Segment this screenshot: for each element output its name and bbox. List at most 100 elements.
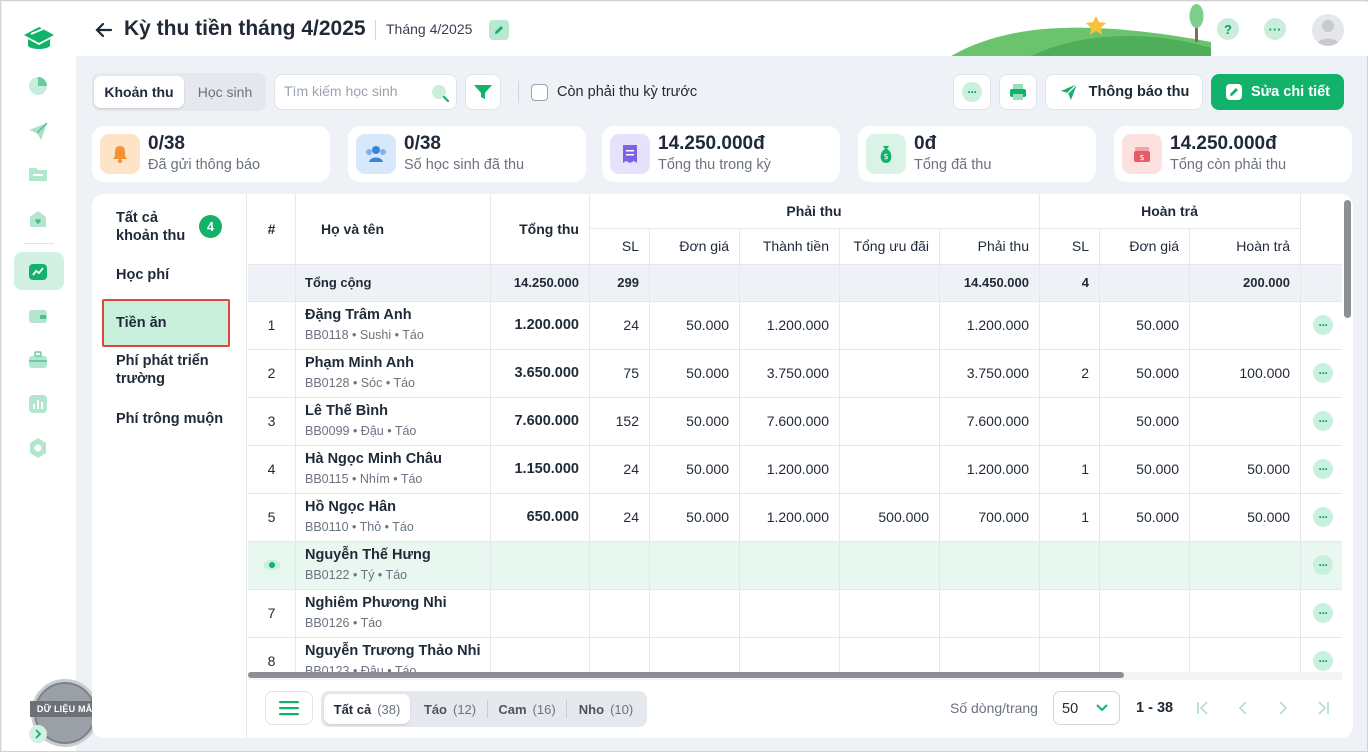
edit-icon (1226, 84, 1242, 100)
row-actions-button[interactable]: ··· (1313, 411, 1333, 431)
tab-class-cam[interactable]: Cam (16) (489, 694, 565, 724)
row-actions-button[interactable]: ··· (1313, 363, 1333, 383)
tab-all-classes[interactable]: Tất cả (38) (324, 694, 410, 724)
horizontal-scroll-thumb[interactable] (248, 672, 1124, 678)
student-name[interactable]: Phạm Minh Anh (305, 355, 415, 371)
dashboard-icon[interactable] (25, 73, 51, 99)
hamburger-icon (279, 701, 299, 716)
row-actions-button[interactable]: ··· (1313, 555, 1333, 575)
row-refund-qty: 1 (1081, 461, 1089, 477)
student-meta: BB0099 • Đậu • Táo (305, 424, 417, 438)
app-logo[interactable] (20, 22, 58, 56)
tab-class-tao[interactable]: Táo (12) (414, 694, 486, 724)
category-development-line1: Phí phát triển (116, 353, 209, 369)
stat-value: 0đ (914, 133, 937, 154)
row-unit-price (649, 589, 739, 637)
avatar[interactable] (1312, 14, 1344, 46)
tab-class-nho[interactable]: Nho (10) (568, 694, 644, 724)
more-apps-icon[interactable]: ··· (1264, 18, 1286, 40)
row-amount: 1.200.000 (766, 317, 829, 333)
decorative-hill-illustration (951, 4, 1211, 56)
print-button[interactable] (999, 74, 1037, 110)
row-receivable: 700.000 (978, 509, 1029, 525)
student-meta: BB0123 • Đậu • Táo (305, 664, 417, 672)
category-count-badge: 4 (199, 215, 222, 238)
view-eye-icon[interactable] (262, 555, 282, 575)
wallet-icon[interactable] (25, 303, 51, 329)
tab-students[interactable]: Học sinh (197, 84, 253, 100)
column-divider (1300, 194, 1301, 672)
row-actions-button[interactable]: ··· (1313, 603, 1333, 623)
category-all[interactable]: Tất cả khoản thu (116, 209, 185, 245)
stat-label: Tổng còn phải thu (1170, 157, 1287, 173)
student-name[interactable]: Đặng Trâm Anh (305, 307, 412, 323)
student-name[interactable]: Nguyễn Thế Hưng (305, 547, 431, 563)
column-divider (1189, 228, 1190, 672)
report-icon[interactable] (25, 391, 51, 417)
student-meta: BB0126 • Táo (305, 616, 383, 630)
expand-sidebar-button[interactable] (29, 725, 47, 743)
totals-refund: 200.000 (1243, 275, 1290, 290)
stat-value: 0/38 (148, 133, 185, 154)
column-menu-button[interactable] (265, 691, 313, 725)
row-actions-button[interactable]: ··· (1313, 459, 1333, 479)
briefcase-icon[interactable] (25, 347, 51, 373)
row-total: 3.650.000 (514, 365, 579, 381)
last-page-icon[interactable] (1313, 698, 1333, 718)
row-refund-price: 50.000 (1136, 509, 1179, 525)
horizontal-scrollbar[interactable] (248, 672, 1342, 680)
row-receivable: 7.600.000 (966, 413, 1029, 429)
filter-button[interactable] (465, 74, 501, 110)
category-late-pickup[interactable]: Phí trông muộn (116, 411, 224, 427)
header-group-receivable: Phải thu (786, 203, 842, 219)
back-arrow-icon[interactable] (94, 20, 114, 40)
student-name[interactable]: Hà Ngọc Minh Châu (305, 451, 442, 467)
student-name[interactable]: Nguyễn Trương Thảo Nhi (305, 643, 481, 659)
edit-period-button[interactable] (489, 20, 509, 40)
row-total (490, 589, 589, 637)
edit-details-button[interactable]: Sửa chi tiết (1211, 74, 1344, 110)
help-icon[interactable]: ? (1217, 18, 1239, 40)
row-actions-button[interactable]: ··· (1313, 651, 1333, 671)
student-name[interactable]: Nghiêm Phương Nhi (305, 595, 447, 611)
tab-fees[interactable]: Khoản thu (94, 76, 184, 108)
page-title: Kỳ thu tiền tháng 4/2025 (124, 17, 366, 40)
row-refund-qty (1039, 541, 1099, 589)
health-icon[interactable] (25, 206, 51, 232)
row-actions-button[interactable]: ··· (1313, 507, 1333, 527)
settings-icon[interactable] (25, 435, 51, 461)
outstanding-checkbox[interactable] (531, 84, 548, 101)
category-tuition[interactable]: Học phí (116, 267, 170, 283)
send-icon[interactable] (25, 118, 51, 144)
search-icon[interactable] (430, 83, 450, 103)
row-actions-button[interactable]: ··· (1313, 315, 1333, 335)
search-input[interactable] (284, 83, 424, 99)
column-divider (839, 228, 840, 672)
previous-page-icon[interactable] (1233, 698, 1253, 718)
category-meals-selected[interactable] (102, 299, 230, 347)
category-development[interactable]: Phí phát triển trường (116, 352, 209, 388)
vertical-scroll-thumb[interactable] (1344, 200, 1351, 318)
header-qty: SL (621, 238, 639, 254)
rows-per-page-label: Số dòng/trang (950, 700, 1038, 716)
period-label: Tháng 4/2025 (386, 21, 473, 37)
category-development-line2: trường (116, 371, 165, 387)
category-meals[interactable]: Tiền ăn (116, 315, 167, 331)
stat-card-paid-students: 0/38 Số học sinh đã thu (348, 126, 586, 182)
row-receivable: 3.750.000 (966, 365, 1029, 381)
row-unit-price: 50.000 (686, 413, 729, 429)
student-name[interactable]: Lê Thế Bình (305, 403, 388, 419)
more-options-button[interactable]: ··· (953, 74, 991, 110)
student-name[interactable]: Hồ Ngọc Hân (305, 499, 397, 515)
row-refund-qty (1039, 637, 1099, 672)
table-row-selected[interactable] (248, 541, 1342, 589)
fee-detail-panel: Tất cả khoản thu 4 Học phí Tiền ăn Phí p… (92, 194, 1353, 738)
notify-fee-button[interactable]: Thông báo thu (1045, 74, 1203, 110)
header-unit-price: Đơn giá (679, 238, 729, 254)
folder-icon[interactable] (25, 161, 51, 187)
vertical-scrollbar[interactable] (1342, 194, 1353, 672)
first-page-icon[interactable] (1193, 698, 1213, 718)
stat-card-notified: 0/38 Đã gửi thông báo (92, 126, 330, 182)
rows-per-page-select[interactable]: 50 (1053, 691, 1120, 725)
next-page-icon[interactable] (1273, 698, 1293, 718)
